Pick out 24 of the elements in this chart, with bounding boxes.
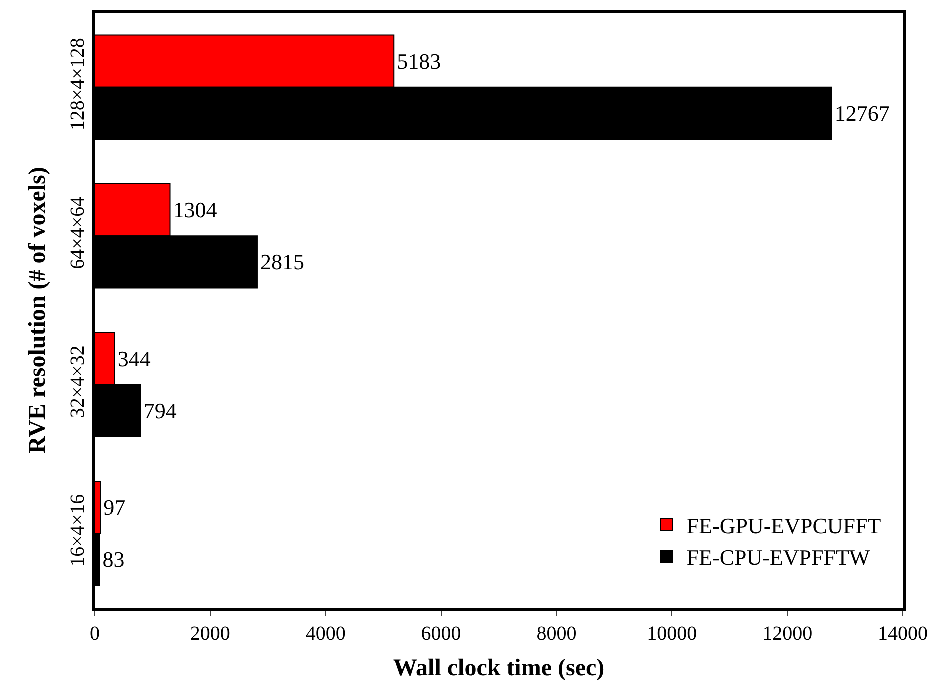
data-label: 83 bbox=[102, 547, 125, 572]
data-label: 2815 bbox=[260, 250, 304, 275]
data-label: 5183 bbox=[397, 48, 442, 74]
y-tick-label: 64×4×64 bbox=[67, 196, 89, 270]
data-label: 97 bbox=[104, 495, 126, 520]
y-axis-title: RVE resolution (# of voxels) bbox=[25, 167, 52, 454]
y-tick-label: 16×4×16 bbox=[67, 494, 89, 567]
x-axis-title: Wall clock time (sec) bbox=[393, 655, 605, 682]
x-tick-label: 8000 bbox=[536, 623, 577, 645]
x-tick-label: 14000 bbox=[878, 623, 928, 645]
data-label: 1304 bbox=[173, 198, 218, 223]
x-tick-label: 12000 bbox=[762, 623, 813, 645]
y-tick-label: 32×4×32 bbox=[67, 346, 89, 418]
x-tick-label: 6000 bbox=[421, 623, 462, 645]
x-tick-label: 0 bbox=[90, 623, 100, 645]
data-label: 344 bbox=[118, 346, 151, 372]
x-tick-label: 10000 bbox=[647, 623, 698, 645]
y-tick-label: 128×4×128 bbox=[67, 38, 89, 131]
x-tick-label: 2000 bbox=[190, 623, 230, 645]
data-label: 794 bbox=[144, 398, 177, 424]
x-tick-label: 4000 bbox=[306, 623, 346, 645]
data-label: 12767 bbox=[834, 100, 890, 126]
legend-label: FE-CPU-EVPFFTW bbox=[686, 545, 870, 570]
legend-label: FE-GPU-EVPCUFFT bbox=[686, 514, 882, 539]
